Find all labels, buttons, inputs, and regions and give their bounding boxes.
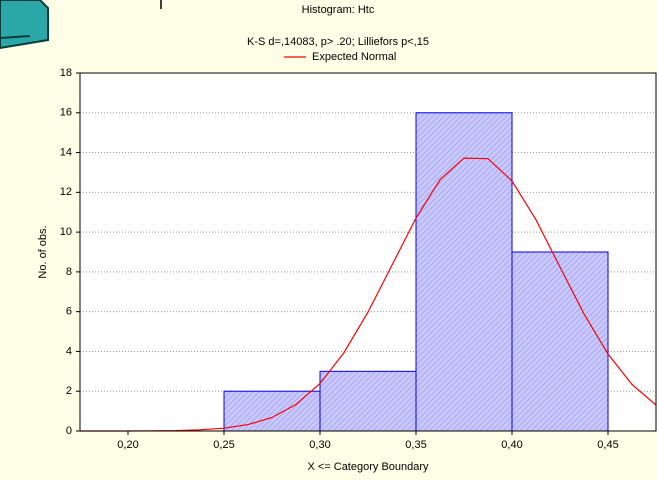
x-axis-label: X <= Category Boundary xyxy=(307,461,429,473)
bar xyxy=(320,371,416,431)
y-tick-label: 16 xyxy=(60,107,72,119)
y-tick-label: 10 xyxy=(60,226,72,238)
x-tick-label: 0,40 xyxy=(501,439,522,451)
y-tick-label: 14 xyxy=(60,146,72,158)
y-tick-label: 2 xyxy=(66,385,72,397)
x-tick-label: 0,45 xyxy=(597,439,618,451)
x-tick-label: 0,30 xyxy=(309,439,330,451)
chart: Histogram: Htc K-S d=,14083, p> .20; Lil… xyxy=(0,0,657,480)
bar xyxy=(416,113,512,431)
y-tick-label: 18 xyxy=(60,67,72,79)
legend-label: Expected Normal xyxy=(312,51,396,63)
bar xyxy=(224,391,320,431)
x-tick-label: 0,25 xyxy=(213,439,234,451)
chart-subtitle: K-S d=,14083, p> .20; Lilliefors p<,15 xyxy=(247,36,429,48)
x-tick-label: 0,35 xyxy=(405,439,426,451)
y-tick-label: 4 xyxy=(66,345,72,357)
y-tick-label: 12 xyxy=(60,186,72,198)
x-tick-label: 0,20 xyxy=(117,439,138,451)
y-tick-label: 0 xyxy=(66,425,72,437)
decoration xyxy=(0,0,48,48)
bar xyxy=(512,252,608,431)
y-tick-label: 8 xyxy=(66,266,72,278)
y-tick-label: 6 xyxy=(66,306,72,318)
y-axis-label: No. of obs. xyxy=(37,225,49,278)
chart-title: Histogram: Htc xyxy=(302,4,375,16)
